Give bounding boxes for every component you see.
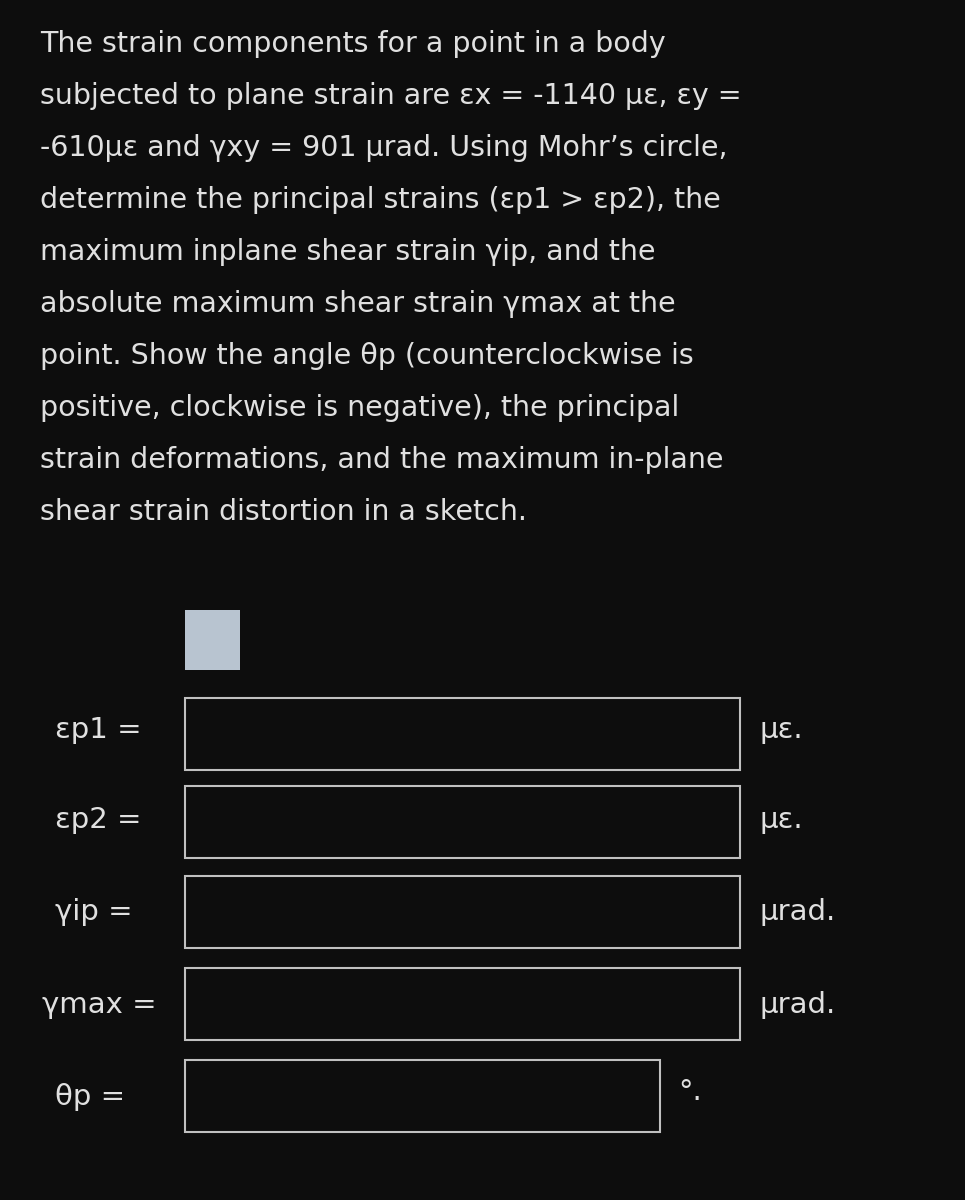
Text: μrad.: μrad. (760, 898, 837, 926)
Text: absolute maximum shear strain γmax at the: absolute maximum shear strain γmax at th… (40, 290, 676, 318)
Text: εp2 =: εp2 = (55, 806, 142, 834)
Text: shear strain distortion in a sketch.: shear strain distortion in a sketch. (40, 498, 527, 526)
Text: γip =: γip = (55, 898, 132, 926)
Text: strain deformations, and the maximum in-plane: strain deformations, and the maximum in-… (40, 446, 724, 474)
Text: με.: με. (760, 806, 804, 834)
Bar (185, 876, 740, 948)
Text: positive, clockwise is negative), the principal: positive, clockwise is negative), the pr… (40, 394, 679, 422)
Bar (185, 1060, 660, 1132)
Bar (185, 610, 240, 670)
Text: The strain components for a point in a body: The strain components for a point in a b… (40, 30, 666, 58)
Text: point. Show the angle θp (counterclockwise is: point. Show the angle θp (counterclockwi… (40, 342, 694, 370)
Text: εp1 =: εp1 = (55, 716, 142, 744)
Bar (185, 968, 740, 1040)
Text: -610με and γxy = 901 μrad. Using Mohr’s circle,: -610με and γxy = 901 μrad. Using Mohr’s … (40, 134, 728, 162)
Text: determine the principal strains (εp1 > εp2), the: determine the principal strains (εp1 > ε… (40, 186, 721, 214)
Text: subjected to plane strain are εx = -1140 με, εy =: subjected to plane strain are εx = -1140… (40, 82, 742, 110)
Text: γmax =: γmax = (42, 991, 156, 1019)
Text: maximum inplane shear strain γip, and the: maximum inplane shear strain γip, and th… (40, 238, 655, 266)
Bar (185, 786, 740, 858)
Text: °.: °. (678, 1078, 702, 1106)
Bar (185, 698, 740, 770)
Text: θp =: θp = (55, 1082, 125, 1111)
Text: με.: με. (760, 716, 804, 744)
Text: μrad.: μrad. (760, 991, 837, 1019)
